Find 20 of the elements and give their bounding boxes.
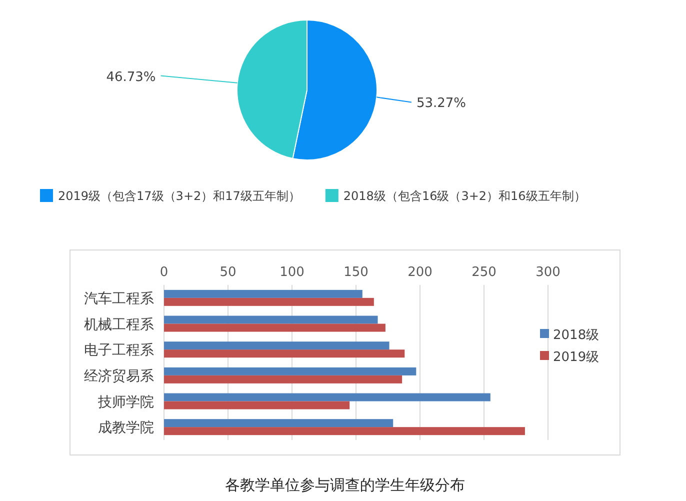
legend-label: 2019级	[553, 350, 600, 365]
y-tick-label: 汽车工程系	[84, 290, 154, 307]
legend-label: 2018级	[553, 328, 600, 343]
data-label: 53.27%	[416, 96, 466, 112]
legend-label: 2018级（包含16级（3+2）和16级五年制）	[343, 189, 586, 203]
x-tick-label: 250	[472, 265, 496, 280]
y-tick-label: 机械工程系	[84, 316, 154, 333]
y-tick-label: 技师学院	[97, 394, 154, 410]
y-tick-label: 成教学院	[98, 420, 154, 436]
x-tick-label: 150	[344, 265, 368, 280]
y-tick-label: 电子工程系	[84, 342, 154, 359]
x-tick-label: 50	[220, 265, 236, 280]
y-tick-label: 经济贸易系	[84, 368, 154, 384]
x-tick-label: 300	[536, 265, 560, 280]
legend-label: 2019级（包含17级（3+2）和17级五年制）	[58, 189, 300, 203]
x-tick-label: 200	[408, 265, 432, 280]
data-label: 46.73%	[106, 70, 156, 85]
x-tick-label: 0	[160, 265, 168, 280]
x-tick-label: 100	[280, 265, 304, 280]
text: 各教学单位参与调查的学生年级分布	[225, 476, 465, 494]
